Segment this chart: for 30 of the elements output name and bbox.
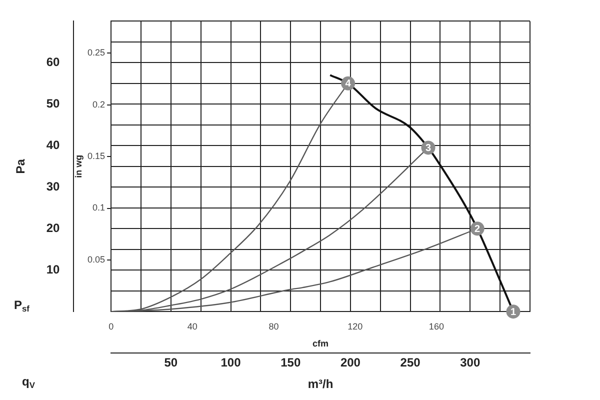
y2-axis-title: in wg: [74, 154, 84, 178]
x-tick-label: 200: [340, 356, 361, 370]
y-tick-label: 30: [46, 179, 60, 194]
x2-tick-label: 120: [348, 321, 363, 332]
annotation: 1: [510, 306, 516, 318]
annotation: 3: [425, 142, 432, 154]
y-tick-label: 50: [46, 96, 60, 110]
y2-tick-label: 0.25: [88, 48, 106, 58]
x2-tick-label: 160: [428, 321, 444, 332]
y-axis-title: Pa: [14, 158, 28, 174]
x-axis-title: m³/h: [308, 377, 334, 392]
y2-tick-label: 0.05: [88, 254, 106, 264]
annotation: 2: [474, 224, 481, 235]
y2-tick-label: 0.15: [88, 151, 106, 162]
y-tick-label: 10: [46, 262, 60, 276]
x-tick-label: 100: [220, 356, 242, 370]
x2-axis-title: cfm: [312, 338, 329, 348]
x-tick-label: 150: [280, 356, 301, 370]
y-tick-label: 60: [46, 55, 60, 69]
x-tick-label: 50: [164, 356, 178, 370]
y2-tick-label: 0.1: [92, 202, 106, 213]
y-tick-label: 20: [46, 220, 60, 235]
y2-tick-label: 0.2: [92, 99, 106, 110]
x2-tick-label: 80: [268, 321, 279, 332]
annotation: 4: [345, 78, 352, 90]
x-tick-label: 250: [400, 356, 421, 370]
x2-tick-label: 0: [108, 321, 114, 332]
y-tick-label: 40: [46, 138, 60, 152]
x-tick-label: 300: [460, 356, 480, 370]
x2-tick-label: 40: [187, 321, 198, 332]
